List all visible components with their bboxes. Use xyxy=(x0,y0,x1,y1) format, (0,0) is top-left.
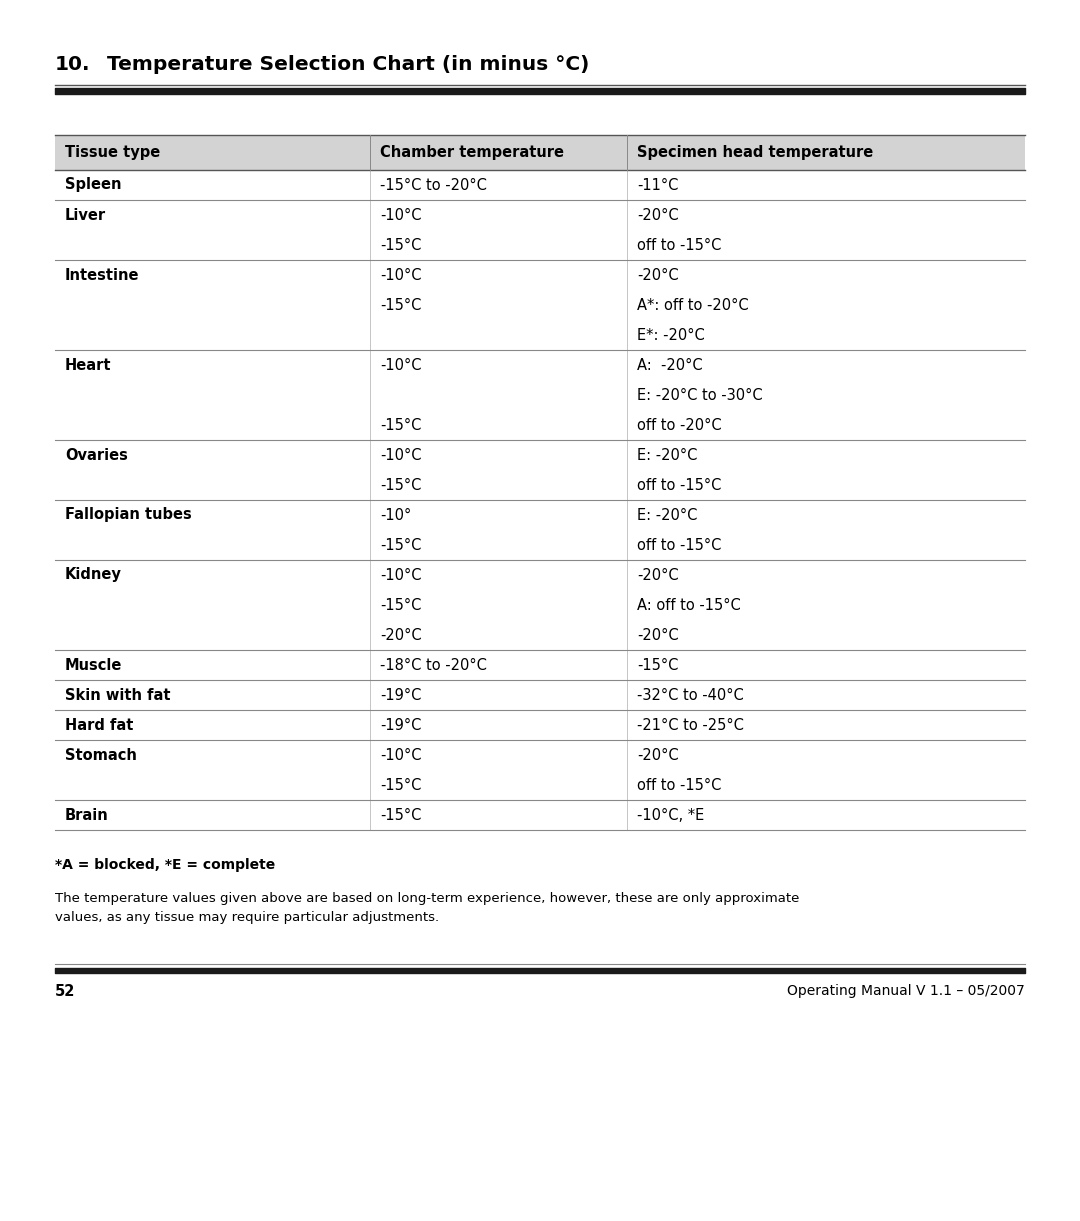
Text: Heart: Heart xyxy=(65,358,111,372)
Text: Operating Manual V 1.1 – 05/2007: Operating Manual V 1.1 – 05/2007 xyxy=(787,984,1025,998)
Text: off to -15°C: off to -15°C xyxy=(637,477,721,492)
Text: Temperature Selection Chart (in minus °C): Temperature Selection Chart (in minus °C… xyxy=(107,55,590,74)
Text: -15°C to -20°C: -15°C to -20°C xyxy=(380,177,487,193)
Text: -10°: -10° xyxy=(380,508,411,523)
Text: Fallopian tubes: Fallopian tubes xyxy=(65,508,192,523)
Text: Ovaries: Ovaries xyxy=(65,448,127,463)
Text: off to -15°C: off to -15°C xyxy=(637,537,721,552)
Text: -32°C to -40°C: -32°C to -40°C xyxy=(637,687,744,702)
Text: Kidney: Kidney xyxy=(65,568,122,582)
Text: Skin with fat: Skin with fat xyxy=(65,687,171,702)
Text: -18°C to -20°C: -18°C to -20°C xyxy=(380,657,487,673)
Text: -10°C: -10°C xyxy=(380,448,422,463)
Text: off to -20°C: off to -20°C xyxy=(637,418,721,432)
Text: E*: -20°C: E*: -20°C xyxy=(637,327,705,343)
Text: -10°C: -10°C xyxy=(380,747,422,762)
Text: -21°C to -25°C: -21°C to -25°C xyxy=(637,718,744,733)
Text: A: off to -15°C: A: off to -15°C xyxy=(637,597,741,613)
Text: Stomach: Stomach xyxy=(65,747,137,762)
Text: Specimen head temperature: Specimen head temperature xyxy=(637,145,874,160)
Text: off to -15°C: off to -15°C xyxy=(637,778,721,792)
Text: -15°C: -15°C xyxy=(380,298,421,313)
Text: -20°C: -20°C xyxy=(637,568,679,582)
Text: Chamber temperature: Chamber temperature xyxy=(380,145,564,160)
Text: -15°C: -15°C xyxy=(380,597,421,613)
Text: -20°C: -20°C xyxy=(637,747,679,762)
Text: 52: 52 xyxy=(55,984,76,999)
Text: Hard fat: Hard fat xyxy=(65,718,133,733)
Text: Muscle: Muscle xyxy=(65,657,122,673)
Text: -20°C: -20°C xyxy=(380,628,422,642)
Text: -15°C: -15°C xyxy=(380,477,421,492)
Text: -10°C, *E: -10°C, *E xyxy=(637,807,704,823)
Text: Tissue type: Tissue type xyxy=(65,145,160,160)
Text: -15°C: -15°C xyxy=(380,778,421,792)
Text: -15°C: -15°C xyxy=(637,657,678,673)
Text: -20°C: -20°C xyxy=(637,208,679,222)
Text: -10°C: -10°C xyxy=(380,568,422,582)
Text: E: -20°C: E: -20°C xyxy=(637,448,698,463)
Text: E: -20°C: E: -20°C xyxy=(637,508,698,523)
Text: -15°C: -15°C xyxy=(380,537,421,552)
Text: -19°C: -19°C xyxy=(380,687,421,702)
Text: -15°C: -15°C xyxy=(380,238,421,253)
Text: off to -15°C: off to -15°C xyxy=(637,238,721,253)
Text: -11°C: -11°C xyxy=(637,177,678,193)
Text: -10°C: -10°C xyxy=(380,208,422,222)
Text: Intestine: Intestine xyxy=(65,267,139,282)
Text: 10.: 10. xyxy=(55,55,91,74)
Text: A:  -20°C: A: -20°C xyxy=(637,358,703,372)
Bar xyxy=(55,136,1025,170)
Text: Brain: Brain xyxy=(65,807,109,823)
Text: *A = blocked, *E = complete: *A = blocked, *E = complete xyxy=(55,858,275,872)
Text: -10°C: -10°C xyxy=(380,267,422,282)
Text: Liver: Liver xyxy=(65,208,106,222)
Text: -20°C: -20°C xyxy=(637,267,679,282)
Text: -20°C: -20°C xyxy=(637,628,679,642)
Text: -19°C: -19°C xyxy=(380,718,421,733)
Text: Spleen: Spleen xyxy=(65,177,121,193)
Text: -15°C: -15°C xyxy=(380,807,421,823)
Text: -15°C: -15°C xyxy=(380,418,421,432)
Text: -10°C: -10°C xyxy=(380,358,422,372)
Text: The temperature values given above are based on long-term experience, however, t: The temperature values given above are b… xyxy=(55,893,799,924)
Text: A*: off to -20°C: A*: off to -20°C xyxy=(637,298,748,313)
Text: E: -20°C to -30°C: E: -20°C to -30°C xyxy=(637,387,762,403)
